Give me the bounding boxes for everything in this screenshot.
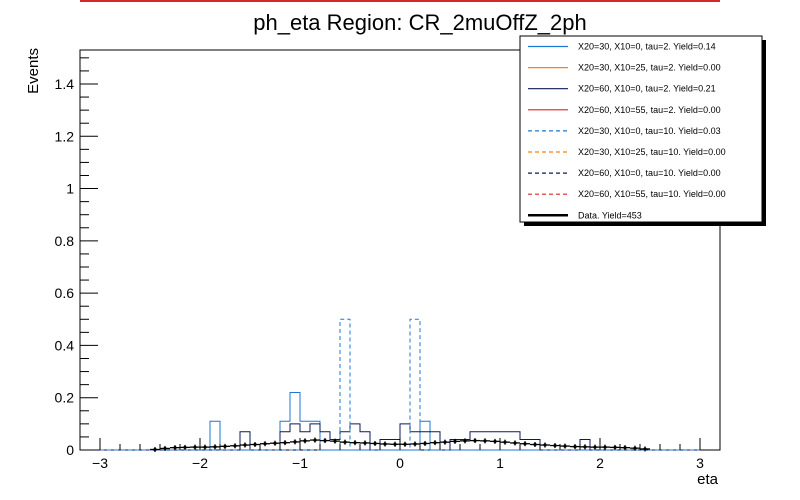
data-point	[393, 442, 397, 446]
data-point	[543, 443, 547, 447]
data-point	[413, 442, 417, 446]
data-point	[303, 439, 307, 443]
x-tick-label: 1	[496, 455, 504, 471]
x-tick-label: −2	[192, 455, 208, 471]
data-point	[223, 444, 227, 448]
legend-entry: X20=30, X10=25, tau=2. Yield=0.00	[578, 63, 721, 73]
data-point	[593, 445, 597, 449]
data-point	[523, 442, 527, 446]
data-point	[563, 444, 567, 448]
data-point	[433, 441, 437, 445]
data-point	[243, 443, 247, 447]
y-tick-label: 0.8	[55, 233, 75, 249]
data-point	[423, 441, 427, 446]
legend: X20=30, X10=0, tau=2. Yield=0.14 X20=30, …	[519, 35, 766, 226]
data-point	[463, 439, 467, 443]
data-point	[313, 438, 317, 442]
data-point	[163, 446, 167, 451]
y-tick-label: 1.2	[55, 128, 75, 144]
y-tick-label: 0.4	[55, 337, 75, 353]
data-point	[513, 441, 517, 445]
data-point	[293, 440, 297, 444]
legend-entry: X20=60, X10=55, tau=10. Yield=0.00	[578, 189, 726, 199]
data-point	[493, 439, 497, 443]
legend-entry: X20=30, X10=25, tau=10. Yield=0.00	[578, 147, 726, 157]
legend-entry: X20=30, X10=0, tau=10. Yield=0.03	[578, 126, 721, 136]
data-point	[473, 438, 477, 443]
data-point	[203, 445, 207, 449]
data-point	[383, 442, 387, 446]
x-tick-label: −1	[292, 455, 308, 471]
data-point	[153, 447, 157, 452]
data-point	[603, 445, 607, 449]
data-point	[403, 442, 407, 446]
data-point	[443, 440, 447, 444]
series-layer	[100, 318, 700, 452]
legend-entry: X20=30, X10=0, tau=2. Yield=0.14	[578, 42, 716, 52]
data-point	[363, 441, 367, 445]
chart-title: ph_eta Region: CR_2muOffZ_2ph	[253, 10, 586, 35]
data-point	[193, 445, 197, 449]
data-point	[273, 441, 277, 445]
data-point	[213, 445, 217, 449]
x-axis-label: eta	[697, 471, 719, 488]
data-point	[583, 445, 587, 449]
data-point	[643, 447, 647, 451]
y-axis: 0 0.2 0.4 0.6 0.8 1 1.2 1.4	[55, 57, 98, 458]
data-point	[343, 440, 347, 444]
data-point	[613, 445, 617, 449]
legend-entry: X20=60, X10=55, tau=2. Yield=0.00	[578, 105, 721, 115]
data-point	[533, 442, 537, 447]
data-point	[173, 446, 177, 450]
y-tick-label: 0	[66, 442, 74, 458]
data-point	[633, 446, 637, 450]
legend-entry: Data. Yield=453	[578, 210, 642, 220]
data-point	[233, 444, 237, 448]
y-axis-label: Events	[25, 48, 42, 94]
x-tick-label: 0	[396, 455, 404, 471]
data-point	[183, 445, 187, 449]
data-point	[353, 441, 357, 445]
data-point	[553, 443, 557, 448]
data-point	[503, 440, 507, 444]
data-point	[373, 441, 377, 446]
x-tick-label: −3	[92, 455, 108, 471]
data-point	[573, 445, 577, 449]
legend-entry: X20=60, X10=0, tau=10. Yield=0.00	[578, 168, 721, 178]
data-point	[283, 441, 287, 445]
y-tick-label: 0.6	[55, 285, 75, 301]
y-tick-label: 0.2	[55, 390, 75, 406]
data-point	[483, 439, 487, 443]
data-point	[253, 442, 257, 447]
y-tick-label: 1	[66, 181, 74, 197]
data-point	[263, 442, 267, 446]
x-tick-label: 2	[596, 455, 604, 471]
x-tick-label: 3	[696, 455, 704, 471]
y-tick-label: 1.4	[55, 76, 75, 92]
data-point	[333, 439, 337, 443]
legend-entry: X20=60, X10=0, tau=2. Yield=0.21	[578, 84, 716, 94]
data-point	[323, 438, 327, 443]
data-point	[623, 446, 627, 450]
data-point	[453, 439, 457, 443]
x-axis: −3 −2 −1 0 1 2 3	[79, 438, 721, 471]
